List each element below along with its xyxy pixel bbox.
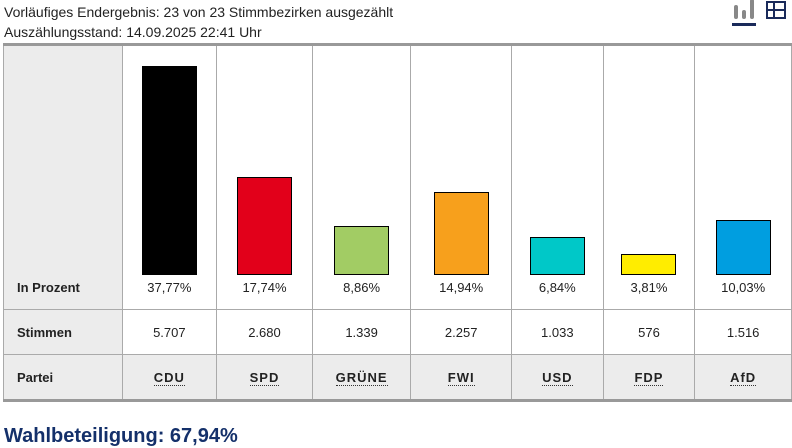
- party-cell: FWI: [410, 354, 512, 401]
- bar-cell: 3,81%: [602, 44, 696, 310]
- percent-label: 17,74%: [242, 280, 287, 295]
- bar-grüne: [334, 226, 390, 275]
- count-timestamp: Auszählungsstand: 14.09.2025 22:41 Uhr: [4, 24, 262, 40]
- bar-cell: 8,86%: [311, 44, 412, 310]
- row-label-percent: In Prozent: [3, 44, 123, 310]
- party-cell: CDU: [121, 354, 218, 401]
- party-cell: AfD: [694, 354, 792, 401]
- percent-label: 3,81%: [630, 280, 668, 295]
- votes-cell: 2.680: [216, 309, 313, 355]
- bar-usd: [529, 237, 585, 275]
- votes-cell: 2.257: [410, 309, 512, 355]
- party-cell: USD: [510, 354, 604, 401]
- party-name-afd[interactable]: AfD: [730, 369, 757, 386]
- party-name-grüne[interactable]: GRÜNE: [335, 369, 388, 386]
- row-label-votes: Stimmen: [3, 309, 123, 355]
- bar-cdu: [141, 66, 197, 275]
- results-table: In Prozent 37,77% 17,74% 8,86% 14,94% 6,84% 3,…: [3, 43, 792, 402]
- party-name-cdu[interactable]: CDU: [153, 369, 185, 386]
- bar-fdp: [621, 253, 677, 275]
- result-status: Vorläufiges Endergebnis: 23 von 23 Stimm…: [4, 4, 394, 20]
- bar-cell: 6,84%: [510, 44, 604, 310]
- votes-cell: 1.033: [510, 309, 604, 355]
- bar-fwi: [433, 192, 489, 275]
- turnout: Wahlbeteiligung: 67,94%: [4, 425, 238, 447]
- party-cell: FDP: [602, 354, 696, 401]
- party-cell: SPD: [216, 354, 313, 401]
- bar-cell: 14,94%: [410, 44, 512, 310]
- percent-label: 14,94%: [439, 280, 484, 295]
- header: Vorläufiges Endergebnis: 23 von 23 Stimm…: [4, 2, 393, 42]
- bar-afd: [715, 219, 771, 275]
- party-name-fwi[interactable]: FWI: [447, 369, 475, 386]
- votes-cell: 1.516: [694, 309, 792, 355]
- bar-cell: 17,74%: [216, 44, 313, 310]
- percent-label: 8,86%: [343, 280, 381, 295]
- row-label-party: Partei: [3, 354, 123, 401]
- party-name-spd[interactable]: SPD: [249, 369, 280, 386]
- percent-label: 10,03%: [721, 280, 766, 295]
- votes-cell: 1.339: [311, 309, 412, 355]
- bar-cell: 37,77%: [121, 44, 218, 310]
- percent-label: 6,84%: [538, 280, 576, 295]
- votes-cell: 576: [602, 309, 696, 355]
- party-name-usd[interactable]: USD: [542, 369, 573, 386]
- bar-chart-icon[interactable]: [732, 0, 756, 26]
- votes-cell: 5.707: [121, 309, 218, 355]
- bar-spd: [236, 176, 292, 275]
- party-name-fdp[interactable]: FDP: [634, 369, 664, 386]
- percent-label: 37,77%: [147, 280, 192, 295]
- table-icon[interactable]: [766, 1, 786, 19]
- bar-cell: 10,03%: [694, 44, 792, 310]
- party-cell: GRÜNE: [311, 354, 412, 401]
